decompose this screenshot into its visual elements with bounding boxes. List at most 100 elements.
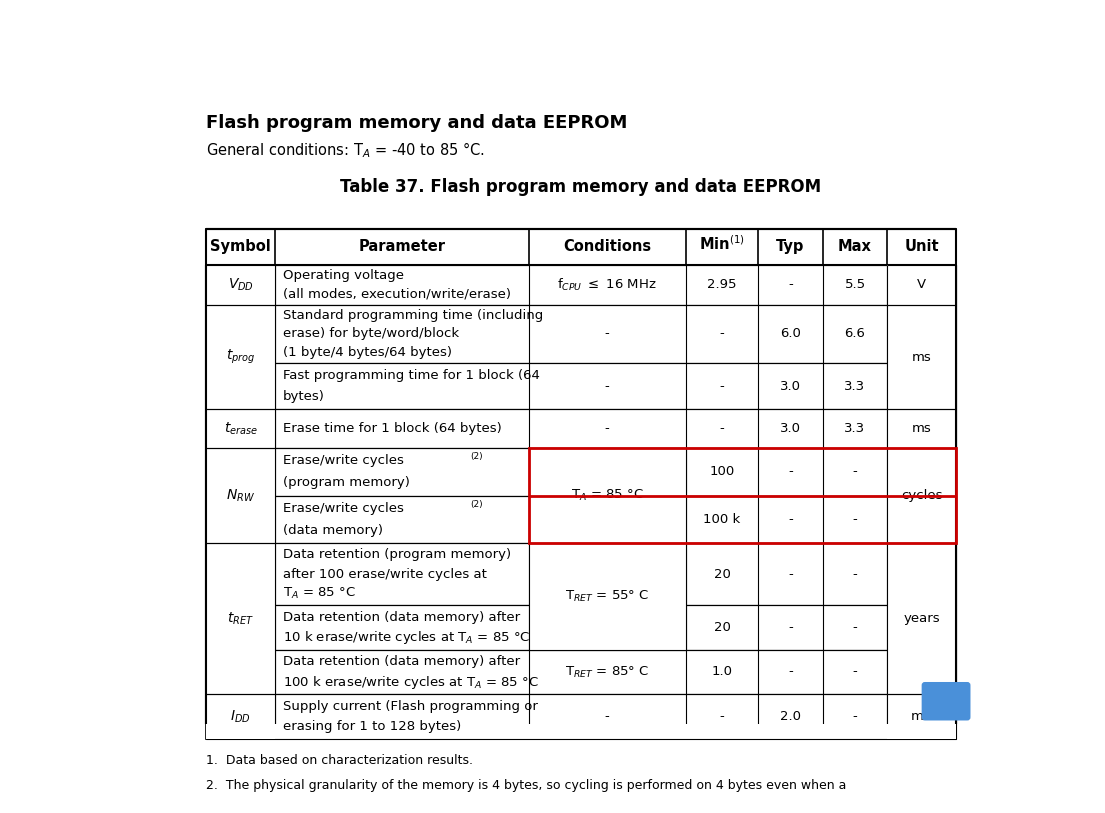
Bar [207, 229, 956, 739]
Text: -: - [604, 422, 610, 435]
Bar [207, 410, 956, 448]
Text: cycles: cycles [901, 489, 943, 502]
Bar [207, 229, 956, 265]
Text: after 100 erase/write cycles at: after 100 erase/write cycles at [283, 567, 486, 580]
Bar [207, 650, 956, 694]
Bar [207, 496, 956, 543]
Text: -: - [719, 710, 725, 723]
Text: Parameter: Parameter [358, 240, 445, 254]
Text: -: - [788, 513, 793, 526]
Bar [207, 265, 275, 305]
Bar [207, 543, 956, 605]
Bar [207, 694, 956, 739]
Text: (all modes, execution/write/erase): (all modes, execution/write/erase) [283, 287, 511, 300]
Text: Typ: Typ [777, 240, 804, 254]
Bar [528, 543, 686, 650]
Text: 3.0: 3.0 [780, 380, 801, 393]
Text: T$_{RET}$ = 85° C: T$_{RET}$ = 85° C [565, 664, 650, 680]
FancyBboxPatch shape [922, 682, 970, 720]
Text: 20: 20 [714, 567, 730, 580]
Text: $N_{RW}$: $N_{RW}$ [227, 488, 255, 504]
Text: 3.0: 3.0 [780, 422, 801, 435]
Text: 20: 20 [714, 621, 730, 634]
Text: -: - [719, 380, 725, 393]
Text: (program memory): (program memory) [283, 476, 410, 489]
Text: Max: Max [838, 240, 872, 254]
Text: (2): (2) [470, 499, 483, 509]
Bar [207, 448, 275, 543]
Text: -: - [788, 621, 793, 634]
Text: years: years [903, 612, 940, 625]
Bar [887, 448, 956, 543]
Text: -: - [604, 710, 610, 723]
Text: Supply current (Flash programming or: Supply current (Flash programming or [283, 700, 537, 713]
Text: Conditions: Conditions [564, 240, 651, 254]
Text: Unit: Unit [904, 240, 939, 254]
Bar [887, 543, 956, 694]
Text: 10 k erase/write cycles at T$_A$ = 85 °C: 10 k erase/write cycles at T$_A$ = 85 °C [283, 629, 530, 646]
Bar [207, 305, 275, 410]
Text: -: - [853, 513, 857, 526]
Text: 100 k: 100 k [704, 513, 740, 526]
Text: (1 byte/4 bytes/64 bytes): (1 byte/4 bytes/64 bytes) [283, 346, 452, 359]
Text: 2.  The physical granularity of the memory is 4 bytes, so cycling is performed o: 2. The physical granularity of the memor… [207, 779, 846, 792]
Text: -: - [604, 328, 610, 341]
Text: 6.6: 6.6 [844, 328, 865, 341]
Text: $t_{RET}$: $t_{RET}$ [228, 611, 254, 627]
Bar [207, 265, 956, 305]
Text: erase) for byte/word/block: erase) for byte/word/block [283, 328, 459, 341]
Text: Data retention (data memory) after: Data retention (data memory) after [283, 655, 519, 668]
Text: $I_{DD}$: $I_{DD}$ [230, 708, 251, 725]
Text: Data retention (data memory) after: Data retention (data memory) after [283, 611, 519, 624]
Text: -: - [604, 380, 610, 393]
Text: ST技论坛: ST技论坛 [938, 702, 967, 712]
Bar [207, 694, 275, 739]
Text: T$_A$ = 85 °C: T$_A$ = 85 °C [571, 488, 643, 503]
Text: (2): (2) [470, 452, 483, 461]
Text: 1.0: 1.0 [712, 666, 733, 679]
Text: -: - [788, 278, 793, 291]
Text: -: - [853, 465, 857, 478]
Text: -: - [788, 465, 793, 478]
Text: Operating voltage: Operating voltage [283, 269, 403, 282]
Bar [887, 410, 956, 448]
Text: -: - [788, 666, 793, 679]
Bar [887, 265, 956, 305]
Text: Erase/write cycles: Erase/write cycles [283, 502, 403, 515]
Text: mA: mA [911, 710, 933, 723]
Text: General conditions: T$_A$ = -40 to 85 °C.: General conditions: T$_A$ = -40 to 85 °C… [207, 140, 485, 159]
Bar [887, 305, 956, 410]
Bar [207, 305, 956, 363]
Text: 6.0: 6.0 [780, 328, 801, 341]
Bar [207, 448, 956, 496]
Text: Erase time for 1 block (64 bytes): Erase time for 1 block (64 bytes) [283, 422, 502, 435]
Text: (data memory): (data memory) [283, 524, 382, 537]
Text: T$_A$ = 85 °C: T$_A$ = 85 °C [283, 586, 356, 601]
Text: -: - [853, 621, 857, 634]
Text: -: - [719, 328, 725, 341]
Text: $t_{erase}$: $t_{erase}$ [223, 420, 257, 437]
Text: ms: ms [912, 422, 932, 435]
Text: -: - [853, 710, 857, 723]
Text: 2.95: 2.95 [707, 278, 737, 291]
Text: $t_{prog}$: $t_{prog}$ [225, 348, 255, 366]
Text: Table 37. Flash program memory and data EEPROM: Table 37. Flash program memory and data … [340, 178, 822, 197]
Text: V: V [917, 278, 926, 291]
Text: -: - [853, 567, 857, 580]
Bar [207, 410, 275, 448]
Bar [207, 605, 956, 650]
Text: Fast programming time for 1 block (64: Fast programming time for 1 block (64 [283, 369, 539, 382]
Text: Symbol: Symbol [210, 240, 271, 254]
Text: Data retention (program memory): Data retention (program memory) [283, 549, 511, 562]
Text: 2.0: 2.0 [780, 710, 801, 723]
Text: 3.3: 3.3 [844, 422, 865, 435]
Text: Erase/write cycles: Erase/write cycles [283, 454, 403, 467]
Text: 5.5: 5.5 [844, 278, 865, 291]
Text: 100 k erase/write cycles at T$_A$ = 85 °C: 100 k erase/write cycles at T$_A$ = 85 °… [283, 674, 538, 690]
Text: ms: ms [912, 350, 932, 363]
Text: -: - [719, 422, 725, 435]
Bar [528, 448, 686, 543]
Text: $V_{DD}$: $V_{DD}$ [228, 276, 253, 293]
Text: T$_{RET}$ = 55° C: T$_{RET}$ = 55° C [565, 589, 650, 604]
Text: Min$^{(1)}$: Min$^{(1)}$ [699, 234, 745, 253]
